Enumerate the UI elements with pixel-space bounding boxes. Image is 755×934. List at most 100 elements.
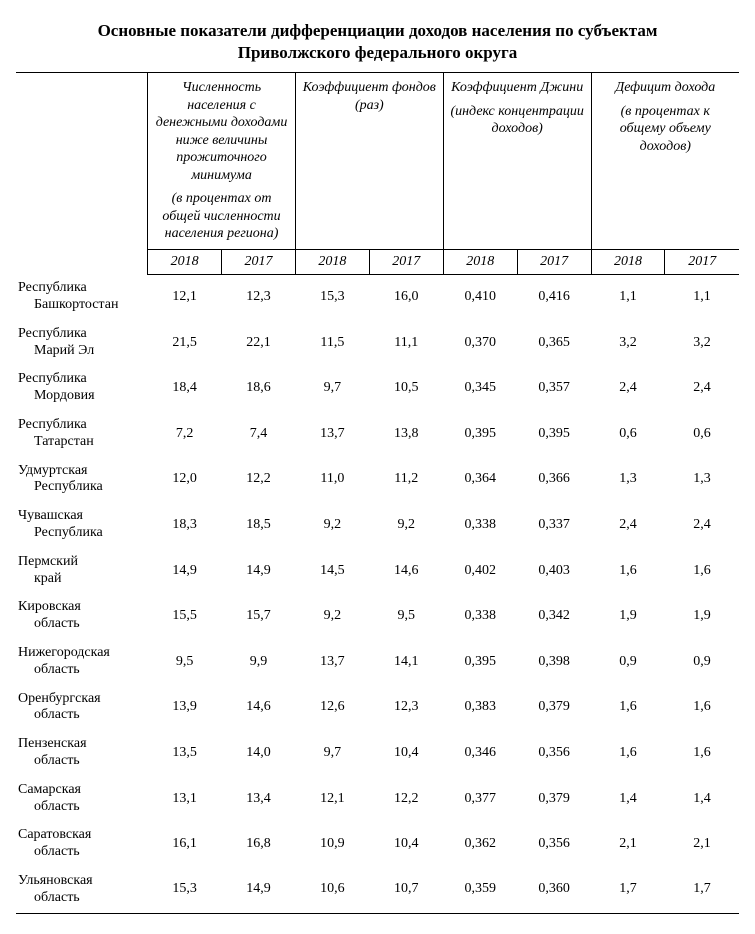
region-cell: Самарскаяобласть (16, 776, 148, 822)
value-cell: 12,1 (295, 776, 369, 822)
value-cell: 10,7 (369, 867, 443, 913)
value-cell: 0,6 (665, 411, 739, 457)
table-row: РеспубликаБашкортостан12,112,315,316,00,… (16, 274, 739, 320)
value-cell: 0,345 (443, 365, 517, 411)
value-cell: 21,5 (148, 320, 222, 366)
region-line-2: область (18, 799, 142, 816)
year-col: 2017 (517, 249, 591, 274)
region-line-1: Ульяновская (18, 873, 93, 888)
region-cell: Пермскийкрай (16, 548, 148, 594)
value-cell: 1,6 (665, 730, 739, 776)
region-line-2: Башкортостан (18, 297, 142, 314)
value-cell: 0,402 (443, 548, 517, 594)
value-cell: 0,395 (443, 639, 517, 685)
value-cell: 1,6 (591, 685, 665, 731)
value-cell: 0,403 (517, 548, 591, 594)
region-cell: РеспубликаМордовия (16, 365, 148, 411)
value-cell: 16,0 (369, 274, 443, 320)
header-population-below-min: Численность населения с денежными дохода… (148, 73, 296, 250)
value-cell: 13,4 (222, 776, 296, 822)
value-cell: 0,6 (591, 411, 665, 457)
value-cell: 9,9 (222, 639, 296, 685)
region-cell: Саратовская область (16, 821, 148, 867)
region-line-2: Республика (18, 525, 142, 542)
region-line-2: Мордовия (18, 388, 142, 405)
value-cell: 1,1 (665, 274, 739, 320)
value-cell: 7,4 (222, 411, 296, 457)
value-cell: 13,1 (148, 776, 222, 822)
region-cell: Республика Марий Эл (16, 320, 148, 366)
region-line-1: Нижегородская (18, 645, 110, 660)
value-cell: 1,4 (665, 776, 739, 822)
value-cell: 0,360 (517, 867, 591, 913)
table-row: Оренбургскаяобласть13,914,612,612,30,383… (16, 685, 739, 731)
region-line-2: Марий Эл (18, 343, 142, 360)
value-cell: 0,395 (443, 411, 517, 457)
value-cell: 0,338 (443, 593, 517, 639)
table-row: Нижегородскаяобласть9,59,913,714,10,3950… (16, 639, 739, 685)
region-cell: РеспубликаБашкортостан (16, 274, 148, 320)
value-cell: 11,5 (295, 320, 369, 366)
value-cell: 1,6 (591, 730, 665, 776)
value-cell: 14,5 (295, 548, 369, 594)
value-cell: 0,364 (443, 457, 517, 503)
year-col: 2018 (443, 249, 517, 274)
value-cell: 14,0 (222, 730, 296, 776)
value-cell: 12,3 (222, 274, 296, 320)
value-cell: 14,9 (148, 548, 222, 594)
value-cell: 0,395 (517, 411, 591, 457)
table-row: РеспубликаМарий Эл21,522,111,511,10,3700… (16, 320, 739, 366)
value-cell: 9,7 (295, 730, 369, 776)
value-cell: 2,4 (665, 365, 739, 411)
value-cell: 15,3 (295, 274, 369, 320)
value-cell: 14,9 (222, 548, 296, 594)
region-cell: Кировскаяобласть (16, 593, 148, 639)
region-line-2: область (18, 844, 142, 861)
value-cell: 1,6 (665, 685, 739, 731)
region-cell: Чувашская Республика (16, 502, 148, 548)
value-cell: 0,338 (443, 502, 517, 548)
value-cell: 1,9 (665, 593, 739, 639)
value-cell: 0,366 (517, 457, 591, 503)
income-differentiation-table: Численность населения с денежными дохода… (16, 72, 739, 913)
table-row: Пермскийкрай14,914,914,514,60,4020,4031,… (16, 548, 739, 594)
region-cell: Оренбургскаяобласть (16, 685, 148, 731)
value-cell: 1,7 (665, 867, 739, 913)
value-cell: 0,9 (665, 639, 739, 685)
value-cell: 9,5 (369, 593, 443, 639)
value-cell: 1,4 (591, 776, 665, 822)
value-cell: 0,383 (443, 685, 517, 731)
value-cell: 11,2 (369, 457, 443, 503)
value-cell: 10,6 (295, 867, 369, 913)
value-cell: 0,356 (517, 821, 591, 867)
value-cell: 1,6 (665, 548, 739, 594)
region-line-2: Республика (18, 479, 142, 496)
value-cell: 15,5 (148, 593, 222, 639)
region-line-1: Удмуртская (18, 463, 88, 478)
value-cell: 12,6 (295, 685, 369, 731)
value-cell: 15,3 (148, 867, 222, 913)
value-cell: 12,2 (222, 457, 296, 503)
region-line-1: Пензенская (18, 736, 87, 751)
table-row: Самарскаяобласть13,113,412,112,20,3770,3… (16, 776, 739, 822)
region-line-1: Республика (18, 326, 87, 341)
value-cell: 13,5 (148, 730, 222, 776)
value-cell: 13,7 (295, 411, 369, 457)
region-line-1: Чувашская (18, 508, 83, 523)
value-cell: 14,6 (369, 548, 443, 594)
value-cell: 0,337 (517, 502, 591, 548)
value-cell: 3,2 (591, 320, 665, 366)
value-cell: 14,9 (222, 867, 296, 913)
region-line-1: Кировская (18, 599, 81, 614)
value-cell: 14,1 (369, 639, 443, 685)
value-cell: 12,1 (148, 274, 222, 320)
value-cell: 0,359 (443, 867, 517, 913)
value-cell: 0,357 (517, 365, 591, 411)
year-col: 2018 (591, 249, 665, 274)
region-line-2: область (18, 662, 142, 679)
region-line-1: Саратовская (18, 827, 91, 842)
table-row: РеспубликаТатарстан7,27,413,713,80,3950,… (16, 411, 739, 457)
value-cell: 2,1 (665, 821, 739, 867)
table-title: Основные показатели дифференциации доход… (38, 20, 718, 64)
region-line-2: Татарстан (18, 434, 142, 451)
